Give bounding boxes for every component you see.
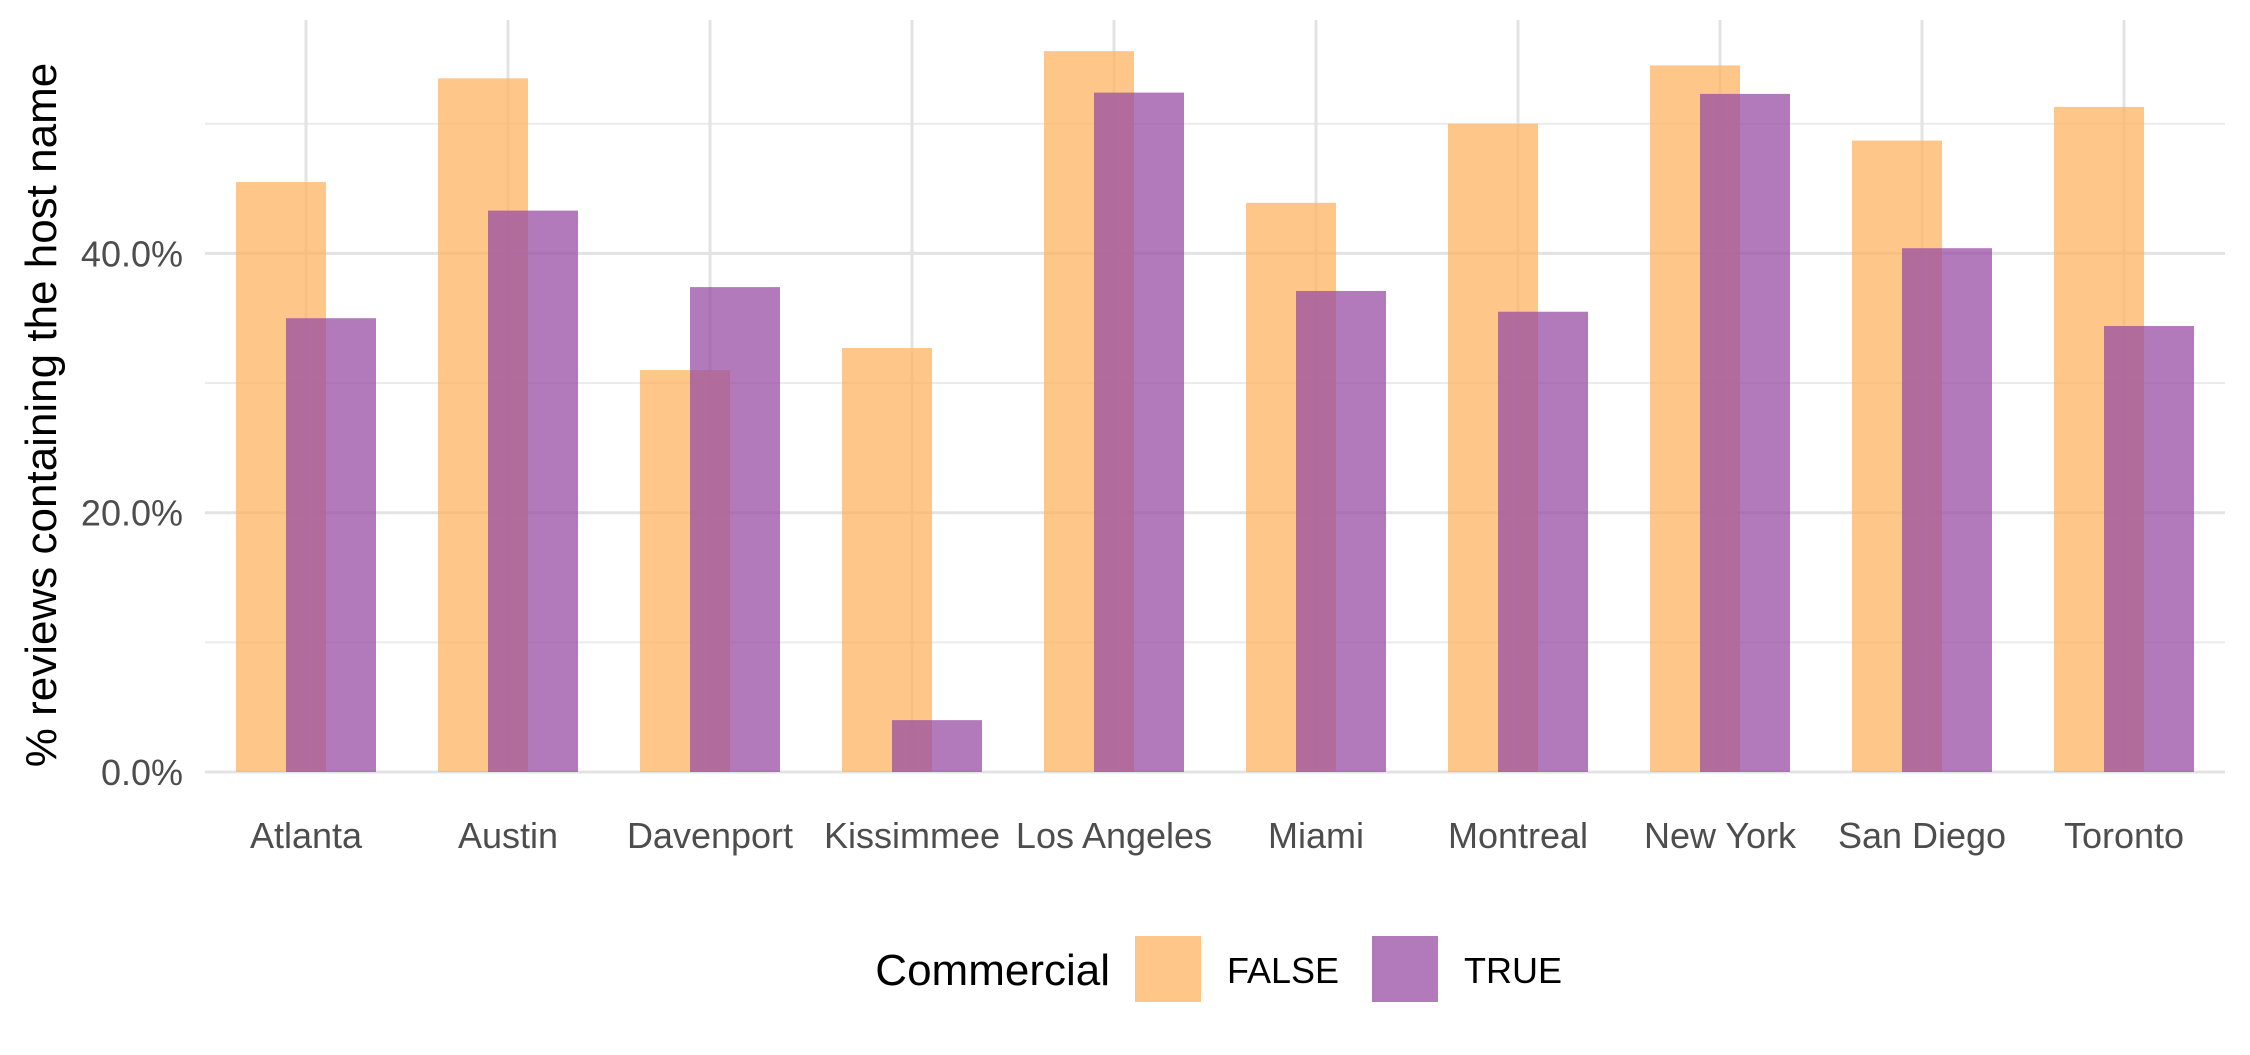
x-tick-label: Toronto [2064, 815, 2184, 856]
y-tick-label: 40.0% [81, 233, 183, 274]
legend-label-false: FALSE [1227, 950, 1339, 991]
bars-layer [236, 51, 2194, 773]
x-axis: Atlanta Austin Davenport Kissimmee Los Angel… [250, 815, 2184, 856]
x-tick-label: Montreal [1448, 815, 1588, 856]
bar-true-san-diego [1902, 248, 1992, 772]
bar-true-los-angeles [1094, 92, 1184, 773]
bar-true-davenport [690, 287, 780, 772]
legend-swatch-true [1372, 936, 1438, 1002]
x-tick-label: Davenport [627, 815, 793, 856]
x-tick-label: Los Angeles [1016, 815, 1212, 856]
legend: Commercial FALSE TRUE [875, 936, 1562, 1002]
y-tick-label: 0.0% [101, 752, 183, 793]
y-tick-label: 20.0% [81, 493, 183, 534]
x-tick-label: Atlanta [250, 815, 363, 856]
y-axis: 0.0% 20.0% 40.0% [81, 233, 183, 793]
x-tick-label: Austin [458, 815, 558, 856]
x-tick-label: San Diego [1838, 815, 2006, 856]
bar-true-miami [1296, 290, 1386, 772]
x-tick-label: New York [1644, 815, 1797, 856]
bar-true-new-york [1700, 93, 1790, 773]
bar-true-toronto [2104, 325, 2194, 772]
y-axis-title: % reviews containing the host name [17, 63, 66, 767]
bar-true-montreal [1498, 311, 1588, 772]
bar-true-austin [488, 210, 578, 772]
bar-false-kissimmee [842, 348, 932, 772]
x-tick-label: Kissimmee [824, 815, 1000, 856]
legend-title: Commercial [875, 946, 1110, 995]
bar-true-atlanta [286, 318, 376, 772]
legend-label-true: TRUE [1464, 950, 1562, 991]
x-tick-label: Miami [1268, 815, 1364, 856]
bar-true-kissimmee [892, 720, 982, 772]
legend-swatch-false [1135, 936, 1201, 1002]
